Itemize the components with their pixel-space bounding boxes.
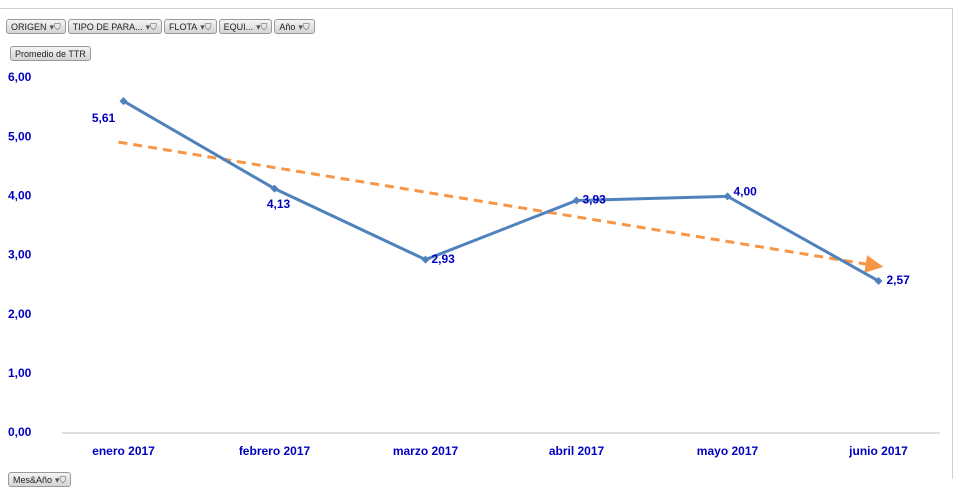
filter-button[interactable]: EQUI... ▾⛉ — [218, 19, 273, 34]
trendline — [118, 140, 884, 273]
filter-label: ORIGEN — [11, 22, 47, 32]
filter-bar: ORIGEN ▾⛉ TIPO DE PARA... ▾⛉ FLOTA ▾⛉ EQUI... ▾… — [6, 19, 315, 34]
x-tick-label: mayo 2017 — [697, 444, 759, 458]
y-tick-label: 2,00 — [8, 307, 32, 321]
axis-field-button[interactable]: Mes&Año ▾⛉ — [8, 472, 72, 487]
filter-icon: ▾⛉ — [49, 22, 61, 32]
filter-button[interactable]: TIPO DE PARA... ▾⛉ — [67, 19, 162, 34]
data-label: 3,93 — [583, 193, 607, 207]
filter-button[interactable]: FLOTA ▾⛉ — [163, 19, 217, 34]
value-field-button[interactable]: Promedio de TTR — [10, 46, 91, 61]
filter-icon: ▾⛉ — [298, 22, 310, 32]
filter-label: Año — [279, 22, 296, 32]
filter-button[interactable]: Año ▾⛉ — [274, 19, 315, 34]
filter-icon: ▾⛉ — [200, 22, 212, 32]
x-tick-label: febrero 2017 — [239, 444, 311, 458]
data-label: 4,00 — [734, 185, 758, 199]
x-tick-label: enero 2017 — [92, 444, 155, 458]
y-tick-label: 1,00 — [8, 366, 32, 380]
x-tick-label: junio 2017 — [848, 444, 908, 458]
filter-label: FLOTA — [168, 22, 198, 32]
filter-label: EQUI... — [223, 22, 254, 32]
data-point — [874, 276, 883, 285]
filter-label: TIPO DE PARA... — [72, 22, 143, 32]
data-point — [270, 184, 279, 193]
x-tick-label: marzo 2017 — [393, 444, 459, 458]
data-label: 2,57 — [887, 273, 911, 287]
x-tick-label: abril 2017 — [549, 444, 605, 458]
y-tick-label: 3,00 — [8, 248, 32, 262]
filter-icon: ▾⛉ — [256, 22, 268, 32]
y-tick-label: 4,00 — [8, 189, 32, 203]
y-tick-label: 6,00 — [8, 70, 32, 84]
series-line — [122, 99, 880, 283]
data-point — [572, 196, 581, 205]
data-label: 5,61 — [92, 111, 116, 125]
data-point — [119, 97, 128, 106]
axis-field-label: Mes&Año — [13, 475, 53, 485]
y-tick-label: 5,00 — [8, 129, 32, 143]
data-label: 2,93 — [432, 252, 456, 266]
filter-icon: ▾⛉ — [145, 22, 157, 32]
data-point — [723, 192, 732, 201]
y-tick-label: 0,00 — [8, 425, 32, 439]
data-label: 4,13 — [267, 197, 291, 211]
filter-button[interactable]: ORIGEN ▾⛉ — [6, 19, 66, 34]
value-field-label: Promedio de TTR — [15, 49, 86, 59]
data-point — [421, 255, 430, 264]
